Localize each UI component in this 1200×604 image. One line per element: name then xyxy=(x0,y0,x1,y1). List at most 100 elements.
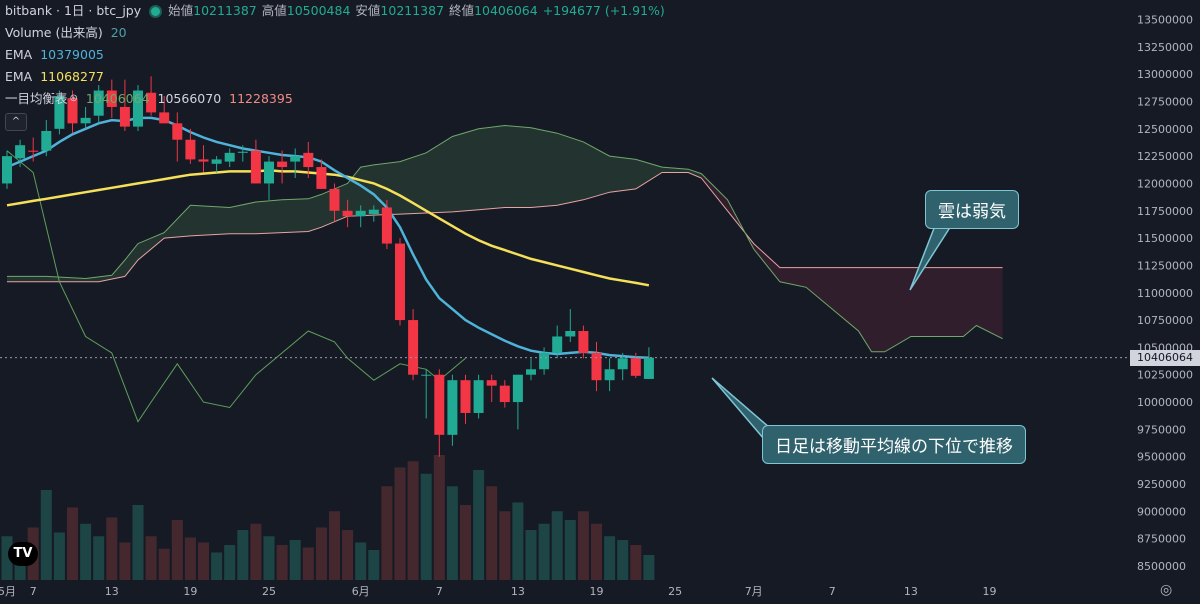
candle-body[interactable] xyxy=(290,156,301,162)
candle-body[interactable] xyxy=(159,112,170,124)
tradingview-logo-icon[interactable]: TV xyxy=(8,542,38,566)
candle-body[interactable] xyxy=(395,243,405,321)
volume-bar xyxy=(1,536,13,580)
candle-body[interactable] xyxy=(237,151,248,153)
chart-settings-icon[interactable]: ◎ xyxy=(1160,582,1173,598)
volume-bar xyxy=(53,532,65,580)
price-tick-label: 12000000 xyxy=(1137,177,1193,190)
volume-bar xyxy=(80,523,92,580)
price-tick-label: 13250000 xyxy=(1137,41,1193,54)
candle-body[interactable] xyxy=(80,117,91,124)
candle-body[interactable] xyxy=(381,207,392,244)
volume-bar xyxy=(198,542,209,580)
candle-body[interactable] xyxy=(198,159,209,162)
legend-ema1-row[interactable]: EMA 10379005 xyxy=(5,44,665,66)
high-value: 10500484 xyxy=(286,3,351,18)
candle-body[interactable] xyxy=(119,106,130,127)
low-value: 10211387 xyxy=(380,3,445,18)
candle-body[interactable] xyxy=(539,352,550,370)
ichimoku-value-2: 10566070 xyxy=(157,91,222,106)
date-tick-label: 13 xyxy=(511,585,525,598)
candle-body[interactable] xyxy=(578,331,589,353)
volume-bar xyxy=(446,486,458,580)
price-tick-label: 11250000 xyxy=(1137,259,1193,272)
candle-body[interactable] xyxy=(28,150,39,152)
candle-body[interactable] xyxy=(565,331,576,337)
date-tick-label: 7月 xyxy=(745,585,763,598)
ichimoku-settings-icon[interactable]: ⊛ xyxy=(69,93,78,104)
legend-ichimoku-row[interactable]: 一目均衡表 ⊛ 10406064 10566070 11228395 xyxy=(5,88,665,110)
volume-bar xyxy=(591,523,602,580)
price-tick-label: 10750000 xyxy=(1137,314,1193,327)
candle-body[interactable] xyxy=(211,159,222,164)
low-label: 安値 xyxy=(355,3,381,18)
candle-body[interactable] xyxy=(146,92,157,113)
candle-body[interactable] xyxy=(434,374,445,435)
ichimoku-cloud xyxy=(7,125,1003,352)
candle-body[interactable] xyxy=(526,369,536,375)
candle-body[interactable] xyxy=(460,380,471,413)
candle-body[interactable] xyxy=(67,98,78,124)
change-value: +194677 (+1.91%) xyxy=(542,3,665,18)
date-tick-label: 13 xyxy=(105,585,119,598)
candle-body[interactable] xyxy=(185,139,196,160)
candle-body[interactable] xyxy=(473,380,484,413)
volume-bar xyxy=(250,523,262,580)
date-tick-label: 13 xyxy=(904,585,918,598)
volume-bar xyxy=(512,502,524,580)
candle-body[interactable] xyxy=(512,374,523,403)
candle-body[interactable] xyxy=(93,90,104,116)
candle-body[interactable] xyxy=(604,369,615,381)
volume-bar xyxy=(158,548,170,580)
candle-body[interactable] xyxy=(277,161,288,168)
ichimoku-span-a-line xyxy=(7,124,1003,353)
candle-body[interactable] xyxy=(617,358,628,370)
candle-body[interactable] xyxy=(15,145,26,159)
candle-body[interactable] xyxy=(133,90,143,127)
close-label: 終値 xyxy=(449,3,475,18)
candle-body[interactable] xyxy=(303,152,314,168)
candle-body[interactable] xyxy=(591,352,602,381)
candle-body[interactable] xyxy=(499,385,510,403)
candle-body[interactable] xyxy=(408,320,419,375)
candle-body[interactable] xyxy=(342,210,353,217)
candle-body[interactable] xyxy=(106,90,117,107)
volume-bar xyxy=(224,545,236,580)
price-tick-label: 11500000 xyxy=(1137,232,1193,245)
candle-body[interactable] xyxy=(41,130,52,151)
legend-volume-row[interactable]: Volume (出来高) 20 xyxy=(5,22,665,44)
price-tick-label: 10000000 xyxy=(1137,396,1193,409)
price-tick-label: 12500000 xyxy=(1137,123,1193,136)
cloud-bearish-fill xyxy=(701,173,1003,352)
symbol-title[interactable]: bitbank · 1日 · btc_jpy xyxy=(5,3,142,18)
candle-body[interactable] xyxy=(552,336,563,353)
price-tick-label: 10250000 xyxy=(1137,369,1193,382)
volume-bar xyxy=(381,486,393,580)
candle-body[interactable] xyxy=(172,123,183,140)
candle-body[interactable] xyxy=(264,161,274,184)
candle-body[interactable] xyxy=(447,380,458,435)
callout-cloud: 雲は弱気 xyxy=(925,190,1019,229)
legend-ema2-row[interactable]: EMA 11068277 xyxy=(5,66,665,88)
open-label: 始値 xyxy=(168,3,194,18)
candle-body[interactable] xyxy=(630,358,641,376)
candle-body[interactable] xyxy=(329,188,340,211)
volume-bar xyxy=(630,545,642,580)
candle-body[interactable] xyxy=(355,210,366,217)
price-tick-label: 12750000 xyxy=(1137,95,1193,108)
candle-body[interactable] xyxy=(421,374,432,376)
collapse-legend-button[interactable]: ^ xyxy=(5,113,27,131)
candle-body[interactable] xyxy=(486,380,497,386)
candle-body[interactable] xyxy=(316,167,327,189)
candle-body[interactable] xyxy=(2,156,12,184)
volume-bar xyxy=(551,511,563,580)
cloud-bullish-fill xyxy=(7,125,702,282)
candle-body[interactable] xyxy=(643,357,654,379)
candle-body[interactable] xyxy=(54,96,65,129)
candle-body[interactable] xyxy=(250,150,261,184)
candle-body[interactable] xyxy=(368,209,379,215)
volume-bar xyxy=(473,470,485,580)
candle-body[interactable] xyxy=(224,152,235,162)
